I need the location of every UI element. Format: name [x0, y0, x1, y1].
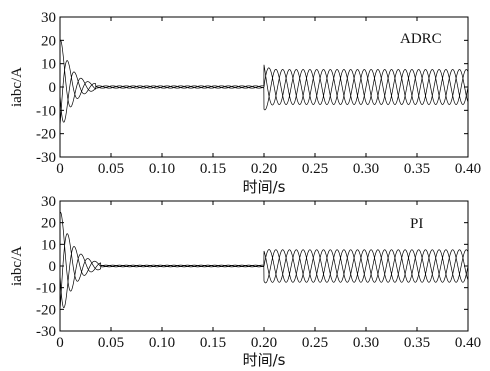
y-tick-label: -10	[36, 281, 56, 297]
x-tick-label: 0.25	[302, 161, 328, 177]
y-tick-label: 10	[41, 57, 56, 73]
x-axis-label: 时间/s	[243, 178, 286, 196]
y-tick-label: 0	[49, 259, 57, 275]
y-axis-label: iabc/A	[9, 67, 25, 107]
x-tick-label: 0.05	[98, 335, 124, 351]
y-tick-label: 30	[41, 194, 56, 210]
x-tick-label: 0.20	[251, 335, 277, 351]
y-tick-label: -30	[36, 150, 56, 166]
x-tick-label: 0.40	[455, 161, 481, 177]
y-tick-label: 30	[41, 10, 56, 26]
x-axis-label: 时间/s	[243, 351, 286, 369]
axis-ticks: 0 0.05 0.10 0.15 0.20 0.25 0.30 0.35 0.40 30 20 10 0…	[36, 194, 481, 351]
subplot-pi: 0 0.05 0.10 0.15 0.20 0.25 0.30 0.35 0.40 30 20 10 0…	[9, 194, 481, 369]
phase-c-current-line	[59, 64, 469, 123]
y-tick-label: -20	[36, 127, 56, 143]
phase-b-current-line	[59, 233, 469, 311]
x-tick-label: 0.35	[404, 335, 430, 351]
phase-a-current-line	[59, 211, 469, 292]
y-tick-label: 20	[41, 216, 56, 232]
x-tick-label: 0.35	[404, 161, 430, 177]
phase-current-traces	[59, 39, 469, 127]
phase-current-traces	[59, 211, 469, 311]
phase-b-current-line	[59, 60, 469, 127]
x-tick-label: 0.05	[98, 161, 124, 177]
y-tick-label: -20	[36, 302, 56, 318]
x-tick-label: 0.10	[149, 335, 175, 351]
controller-label: PI	[410, 216, 423, 232]
y-tick-label: -30	[36, 324, 56, 340]
x-tick-label: 0.25	[302, 335, 328, 351]
y-tick-label: -10	[36, 103, 56, 119]
phase-c-current-line	[59, 246, 469, 309]
x-tick-label: 0.15	[200, 161, 226, 177]
y-tick-label: 20	[41, 33, 56, 49]
y-axis-label: iabc/A	[9, 246, 25, 286]
subplot-adrc: 0 0.05 0.10 0.15 0.20 0.25 0.30 0.35 0.40 30 20 10 0…	[9, 10, 481, 196]
axis-ticks: 0 0.05 0.10 0.15 0.20 0.25 0.30 0.35 0.40 30 20 10 0…	[36, 10, 481, 177]
x-tick-label: 0.30	[353, 335, 379, 351]
y-tick-label: 0	[49, 80, 57, 96]
x-tick-label: 0.15	[200, 335, 226, 351]
x-tick-label: 0.20	[251, 161, 277, 177]
controller-label: ADRC	[400, 31, 442, 47]
phase-a-current-line	[59, 39, 469, 108]
x-tick-label: 0.10	[149, 161, 175, 177]
x-tick-label: 0.40	[455, 335, 481, 351]
x-tick-label: 0	[56, 335, 64, 351]
y-tick-label: 10	[41, 237, 56, 253]
x-tick-label: 0.30	[353, 161, 379, 177]
x-tick-label: 0	[56, 161, 64, 177]
